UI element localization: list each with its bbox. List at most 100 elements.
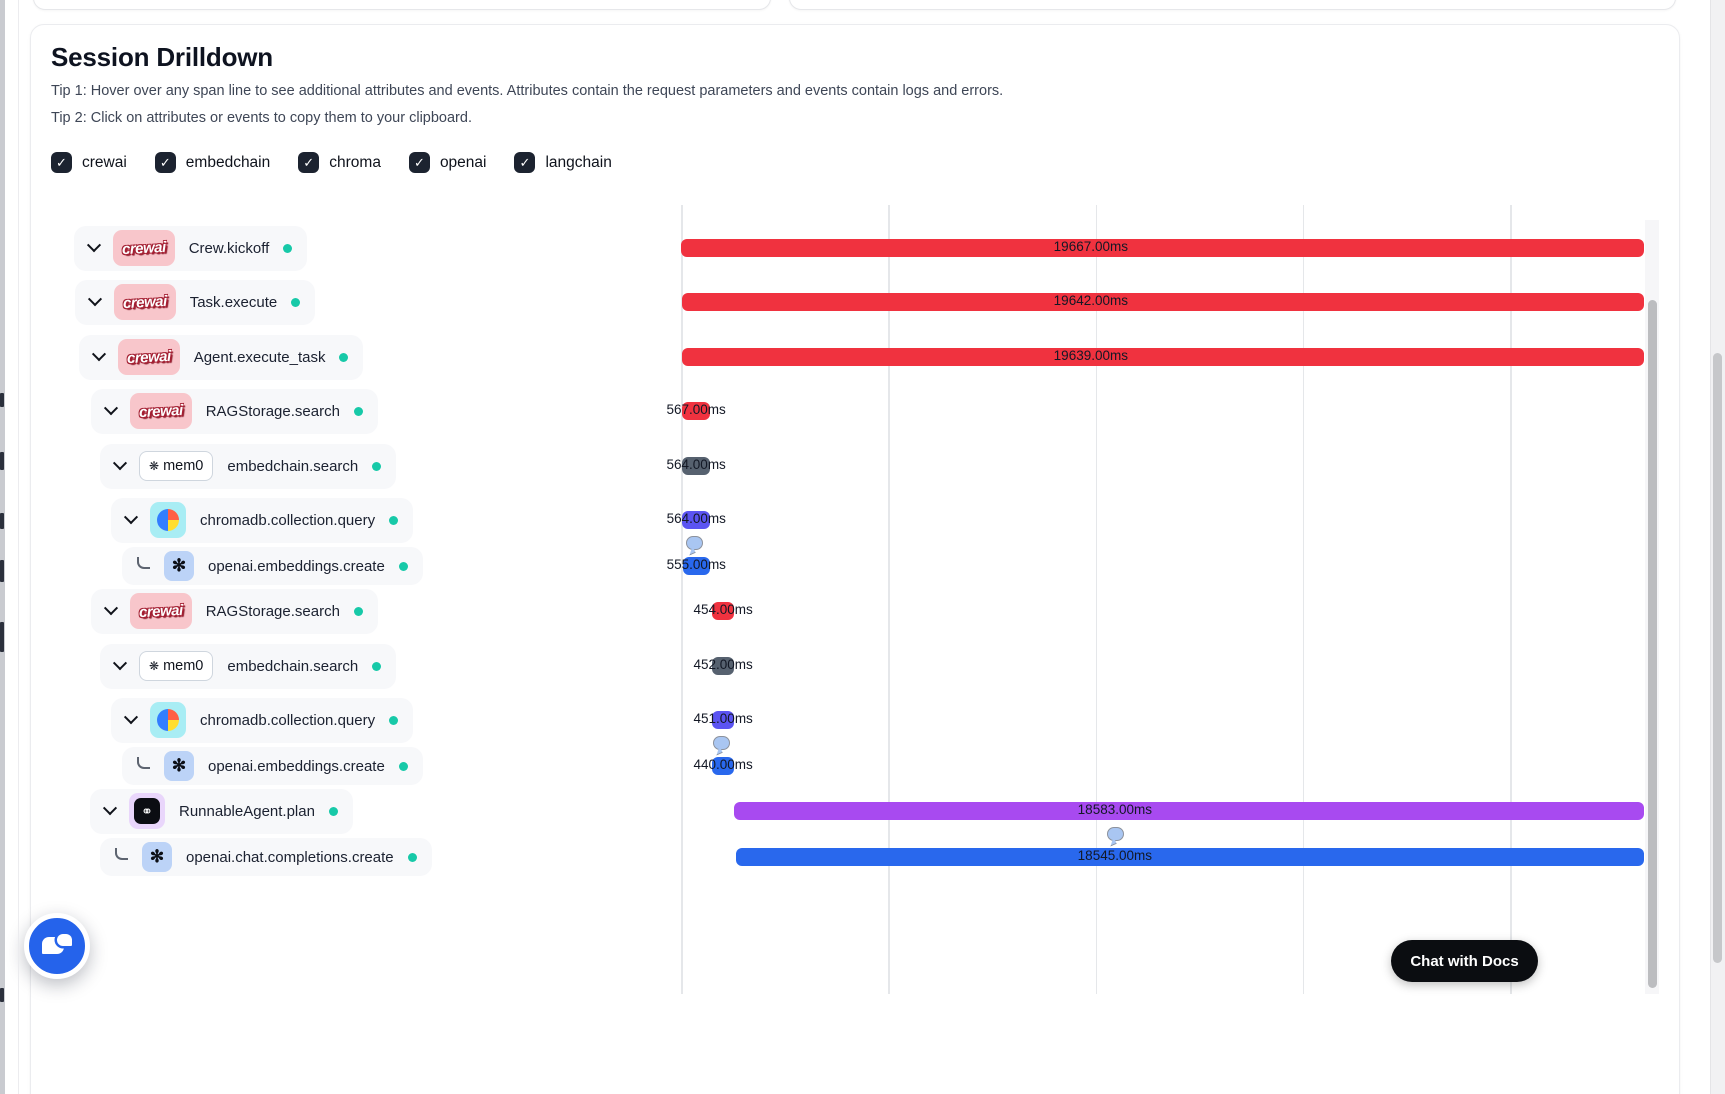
langchain-logo: ⚭: [129, 793, 165, 829]
span-duration-bar[interactable]: [682, 457, 710, 475]
chevron-down-icon[interactable]: [112, 456, 128, 471]
span-row-Crew.kickoff[interactable]: crewai Crew.kickoff: [74, 225, 308, 271]
chevron-down-icon[interactable]: [91, 347, 107, 362]
chat-widget-button[interactable]: [24, 913, 90, 979]
span-duration-label: 564.00ms: [666, 457, 726, 472]
chevron-down-icon[interactable]: [87, 292, 103, 307]
status-dot: [398, 761, 408, 771]
status-dot: [389, 515, 399, 525]
span-duration-bar[interactable]: [712, 757, 734, 775]
status-dot: [398, 561, 408, 571]
tip-1-text: Tip 1: Hover over any span line to see a…: [51, 83, 1004, 99]
checkbox-checked-icon[interactable]: ✓: [154, 152, 176, 173]
crewai-logo: crewai: [130, 593, 192, 629]
filter-checkbox-chroma[interactable]: ✓ chroma: [298, 152, 381, 173]
openai-logo: ✻: [164, 551, 194, 581]
chevron-down-icon[interactable]: [103, 601, 119, 616]
filter-label: openai: [439, 153, 487, 171]
span-name: Task.execute: [189, 293, 278, 311]
filter-checkbox-crewai[interactable]: ✓ crewai: [51, 152, 127, 173]
span-duration-bar[interactable]: [712, 657, 735, 675]
span-duration-bar[interactable]: [682, 557, 710, 575]
span-row-Task.execute[interactable]: crewai Task.execute: [75, 279, 316, 325]
span-duration-label: 18583.00ms: [1077, 802, 1152, 817]
span-row-Agent.execute_task[interactable]: crewai Agent.execute_task: [79, 334, 364, 380]
left-panel-divider: [18, 0, 19, 1094]
span-name: RunnableAgent.plan: [179, 802, 315, 820]
span-name: Crew.kickoff: [188, 239, 270, 257]
span-duration-label: 440.00ms: [693, 757, 753, 772]
status-dot: [339, 352, 349, 362]
span-name: openai.embeddings.create: [208, 757, 385, 775]
span-duration-bar[interactable]: [681, 293, 1644, 311]
span-duration-bar[interactable]: [682, 348, 1644, 366]
timeline-gridline: [681, 205, 683, 994]
background-window-edge: [0, 0, 5, 1094]
span-duration-bar[interactable]: [712, 711, 735, 729]
filter-checkbox-openai[interactable]: ✓ openai: [408, 152, 487, 173]
top-panel-right: [789, 0, 1676, 10]
span-row-openai.embeddings.create[interactable]: ✻ openai.embeddings.create: [122, 747, 423, 785]
filter-checkbox-embedchain[interactable]: ✓ embedchain: [154, 152, 270, 173]
span-row-embedchain.search[interactable]: ❋ mem0 embedchain.search: [100, 643, 397, 689]
span-duration-label: 18545.00ms: [1077, 848, 1152, 863]
tree-elbow-connector-icon: [137, 757, 150, 769]
chevron-down-icon[interactable]: [86, 238, 102, 253]
chevron-down-icon[interactable]: [103, 401, 119, 416]
span-duration-label: 567.00ms: [666, 402, 726, 417]
span-duration-bar[interactable]: [711, 602, 735, 620]
status-dot: [328, 806, 338, 816]
chevron-down-icon[interactable]: [102, 801, 118, 816]
span-row-chromadb.collection.query[interactable]: chromadb.collection.query: [111, 497, 414, 543]
span-row-RunnableAgent.plan[interactable]: ⚭ RunnableAgent.plan: [90, 788, 353, 834]
span-row-embedchain.search[interactable]: ❋ mem0 embedchain.search: [100, 443, 397, 489]
span-event-bubble-icon[interactable]: [686, 536, 704, 550]
status-dot: [407, 852, 417, 862]
span-row-openai.chat.completions.create[interactable]: ✻ openai.chat.completions.create: [100, 838, 432, 876]
status-dot: [291, 297, 301, 307]
timeline-gridline: [1095, 205, 1097, 994]
span-duration-bar[interactable]: [682, 511, 711, 529]
filter-checkbox-langchain[interactable]: ✓ langchain: [514, 152, 612, 173]
timeline-gridline: [1510, 205, 1512, 994]
span-duration-bar[interactable]: [682, 402, 710, 420]
checkbox-checked-icon[interactable]: ✓: [514, 152, 536, 173]
span-name: RAGStorage.search: [205, 402, 340, 420]
span-name: embedchain.search: [227, 457, 359, 475]
checkbox-checked-icon[interactable]: ✓: [298, 152, 320, 173]
span-duration-bar[interactable]: [735, 848, 1644, 866]
span-duration-bar[interactable]: [681, 239, 1644, 257]
status-dot: [389, 715, 399, 725]
timeline-gridline: [1302, 205, 1305, 994]
filter-label: chroma: [329, 153, 381, 171]
status-dot: [372, 461, 382, 471]
checkbox-checked-icon[interactable]: ✓: [51, 152, 72, 173]
span-event-bubble-icon[interactable]: [713, 736, 731, 750]
checkbox-checked-icon[interactable]: ✓: [408, 152, 430, 173]
span-duration-label: 19667.00ms: [1053, 239, 1128, 254]
chevron-down-icon[interactable]: [112, 656, 128, 671]
span-duration-label: 19639.00ms: [1053, 348, 1128, 363]
span-duration-bar[interactable]: [734, 802, 1644, 820]
crewai-logo: crewai: [114, 284, 176, 320]
chevron-down-icon[interactable]: [123, 710, 139, 725]
timeline-gridline: [888, 205, 890, 994]
span-row-RAGStorage.search[interactable]: crewai RAGStorage.search: [91, 388, 378, 434]
page-title: Session Drilldown: [51, 42, 273, 72]
chat-with-docs-button[interactable]: Chat with Docs: [1391, 940, 1538, 982]
span-row-openai.embeddings.create[interactable]: ✻ openai.embeddings.create: [122, 547, 423, 585]
top-panel-left: [33, 0, 771, 10]
chevron-down-icon[interactable]: [123, 510, 139, 525]
browser-scrollbar-thumb[interactable]: [1713, 353, 1722, 963]
span-duration-label: 454.00ms: [693, 602, 753, 617]
span-event-bubble-icon[interactable]: [1106, 827, 1124, 841]
span-duration-label: 564.00ms: [666, 511, 726, 526]
crewai-logo: crewai: [130, 393, 192, 429]
span-duration-label: 452.00ms: [693, 657, 753, 672]
span-name: Agent.execute_task: [193, 348, 326, 366]
trace-scrollbar-thumb[interactable]: [1648, 300, 1657, 988]
span-row-RAGStorage.search[interactable]: crewai RAGStorage.search: [91, 588, 378, 634]
span-name: chromadb.collection.query: [200, 711, 376, 729]
filter-label: crewai: [82, 153, 127, 171]
span-row-chromadb.collection.query[interactable]: chromadb.collection.query: [111, 697, 414, 743]
